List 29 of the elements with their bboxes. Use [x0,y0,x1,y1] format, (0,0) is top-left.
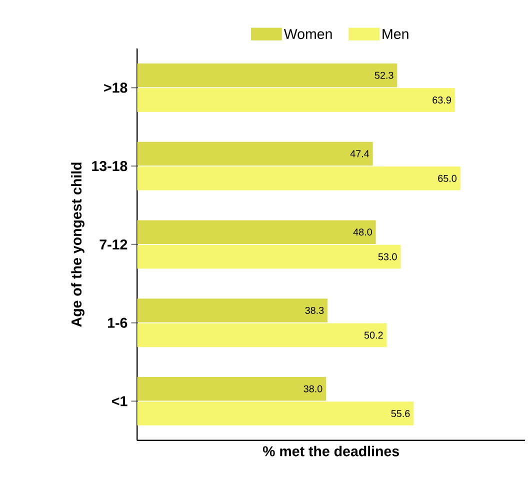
bar [137,402,414,426]
bar [137,244,401,269]
data-label: 38.3 [305,306,324,314]
y-tick-label: 1-6 [108,318,128,328]
bar [137,323,387,348]
y-tick-label: <1 [112,396,128,406]
data-label: 48.0 [353,228,372,236]
bar [137,63,398,88]
y-tick-label: 13-18 [92,161,128,172]
y-tick-label: >18 [104,82,128,93]
data-label: 50.2 [364,332,383,339]
bar [137,298,328,322]
bar [137,88,455,112]
legend-label: Men [382,29,408,40]
legend-label: Women [284,29,332,40]
y-tick-label: 7-12 [100,239,128,250]
data-label: 63.9 [432,96,451,104]
bar [137,376,326,401]
x-axis-title: % met the deadlines [262,446,399,456]
bar [137,220,376,244]
bar [137,166,460,190]
bar [137,142,373,166]
data-label: 52.3 [374,72,394,79]
data-label: 65.0 [438,174,457,182]
data-label: 55.6 [391,410,410,418]
y-axis-title: Age of the yongest child [71,162,84,327]
data-label: 38.0 [304,385,322,392]
data-label: 47.4 [350,150,370,158]
data-label: 53.0 [378,253,397,260]
